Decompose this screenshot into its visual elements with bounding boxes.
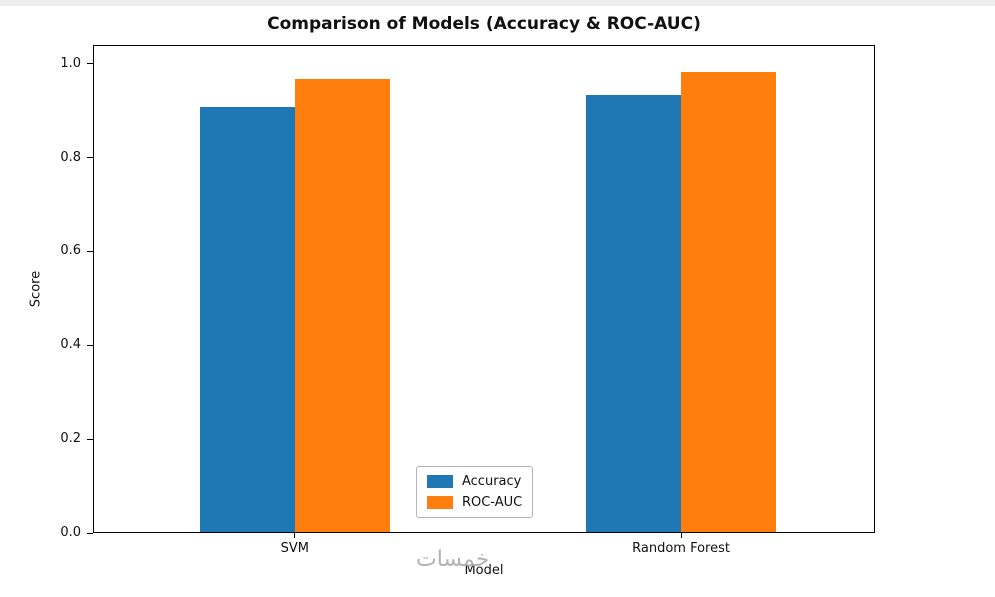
legend-entry-roc-auc: ROC-AUC xyxy=(427,495,522,510)
y-tick-label: 0.6 xyxy=(60,243,81,259)
y-axis-tick xyxy=(87,532,93,534)
y-axis-tick xyxy=(87,250,93,252)
legend-entry-accuracy: Accuracy xyxy=(427,474,522,489)
bar-roc-auc-svm xyxy=(295,78,391,532)
watermark-text: خمسات xyxy=(416,547,490,572)
top-strip xyxy=(0,0,995,6)
y-tick-label: 0.2 xyxy=(60,431,81,447)
plot-area: Accuracy ROC-AUC xyxy=(93,45,875,533)
legend-label-accuracy: Accuracy xyxy=(462,474,522,489)
bar-group-random-forest xyxy=(585,46,776,532)
x-tick-label-svm: SVM xyxy=(280,541,309,556)
x-axis-label: Model xyxy=(464,563,504,578)
bar-accuracy-random-forest xyxy=(585,95,681,532)
bar-group-svm xyxy=(200,46,391,532)
x-tick-label-random-forest: Random Forest xyxy=(632,541,730,556)
y-axis-tick xyxy=(87,63,93,65)
y-axis-tick xyxy=(87,344,93,346)
bar-roc-auc-random-forest xyxy=(680,71,776,532)
bar-accuracy-svm xyxy=(200,106,296,532)
y-tick-label: 0.4 xyxy=(60,337,81,353)
y-axis-tick xyxy=(87,157,93,159)
y-axis-label: Score xyxy=(28,270,44,308)
legend: Accuracy ROC-AUC xyxy=(416,466,534,518)
legend-swatch-accuracy xyxy=(427,475,453,488)
legend-swatch-roc-auc xyxy=(427,496,453,509)
y-tick-label: 0.0 xyxy=(60,525,81,540)
legend-label-roc-auc: ROC-AUC xyxy=(462,495,523,510)
x-axis-tick xyxy=(294,533,296,538)
y-tick-label: 0.8 xyxy=(60,149,81,165)
x-axis-tick xyxy=(680,533,682,538)
y-axis-tick xyxy=(87,438,93,440)
y-tick-label: 1.0 xyxy=(60,55,81,71)
chart-title: Comparison of Models (Accuracy & ROC-AUC… xyxy=(267,14,701,34)
